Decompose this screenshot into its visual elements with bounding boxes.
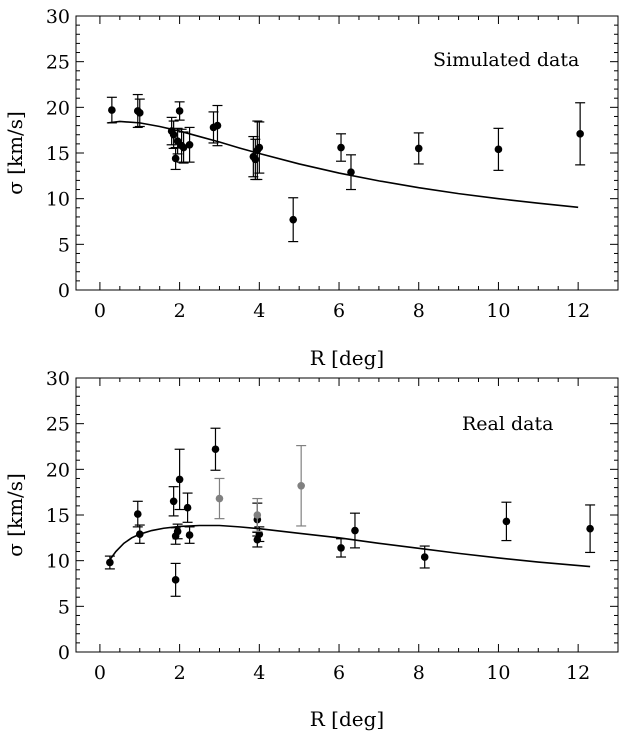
x-tick-label: 4: [253, 662, 265, 684]
x-tick-label: 2: [174, 300, 186, 322]
data-point: [185, 140, 194, 149]
data-point: [251, 155, 260, 164]
data-point: [133, 510, 142, 518]
panel-annotation: Real data: [462, 413, 553, 435]
y-tick-label: 5: [58, 596, 70, 618]
data-point: [183, 503, 192, 512]
fit-curve: [107, 524, 591, 568]
data-point: [185, 531, 194, 539]
x-tick-label: 0: [94, 300, 106, 322]
data-point: [494, 145, 503, 154]
data-point: [106, 558, 114, 567]
x-tick-label: 10: [486, 300, 510, 322]
data-point: [211, 445, 220, 454]
x-tick-label: 4: [253, 300, 265, 322]
x-tick-label: 2: [174, 662, 186, 684]
data-point: [135, 109, 144, 117]
x-tick-label: 8: [413, 662, 425, 684]
x-tick-label: 10: [486, 662, 510, 684]
fit-curve: [107, 120, 579, 209]
data-point: [213, 121, 222, 130]
x-tick-label: 0: [94, 662, 106, 684]
data-point: [173, 527, 182, 536]
data-point: [171, 576, 180, 584]
panel-real: 0 2 4 6 8 10 12 0 5 10 15 20 25 30 R [deg] σ [km/s] Real…: [3, 368, 619, 731]
data-point: [347, 168, 355, 176]
y-tick-label: 20: [46, 97, 70, 119]
x-tick-label: 6: [333, 300, 345, 322]
data-point: [255, 530, 264, 538]
data-point: [586, 524, 594, 533]
y-axis-label: σ [km/s]: [3, 111, 27, 195]
data-point: [576, 130, 584, 138]
y-tick-label: 25: [46, 414, 70, 436]
y-tick-label: 30: [46, 6, 70, 28]
panel-simulated: 0 2 4 6 8 10 12 0 5 10 15 20 25 30 R [deg] σ [km/s] Simu…: [3, 6, 619, 370]
data-point: [255, 143, 264, 152]
data-point: [215, 494, 224, 503]
y-tick-label: 15: [46, 143, 70, 165]
data-point: [297, 481, 305, 490]
y-tick-label: 15: [46, 505, 70, 527]
y-tick-label: 0: [58, 280, 70, 302]
y-tick-label: 20: [46, 459, 70, 481]
x-axis-label: R [deg]: [310, 707, 384, 731]
x-tick-label: 6: [333, 662, 345, 684]
data-point: [171, 154, 180, 163]
y-tick-label: 25: [46, 52, 70, 74]
panel-annotation: Simulated data: [433, 49, 579, 71]
data-point: [175, 107, 184, 115]
y-tick-label: 0: [58, 642, 70, 664]
y-tick-label: 30: [46, 368, 70, 390]
y-tick-label: 10: [46, 189, 70, 211]
y-axis-label: σ [km/s]: [3, 473, 27, 557]
data-point: [175, 475, 184, 484]
data-point: [179, 143, 188, 152]
data-point: [108, 106, 116, 114]
x-tick-label: 12: [566, 300, 590, 322]
data-point: [169, 497, 178, 506]
data-point: [337, 544, 345, 552]
x-axis-label: R [deg]: [310, 346, 384, 370]
data-point: [414, 144, 423, 153]
data-point: [502, 517, 511, 526]
data-point: [337, 143, 345, 152]
data-point: [420, 553, 429, 561]
x-tick-label: 8: [413, 300, 425, 322]
data-point: [351, 526, 359, 535]
data-point: [169, 130, 178, 139]
x-tick-label: 12: [566, 662, 590, 684]
y-tick-label: 5: [58, 234, 70, 256]
data-point: [289, 215, 297, 224]
y-tick-label: 10: [46, 551, 70, 573]
data-point: [253, 511, 262, 519]
